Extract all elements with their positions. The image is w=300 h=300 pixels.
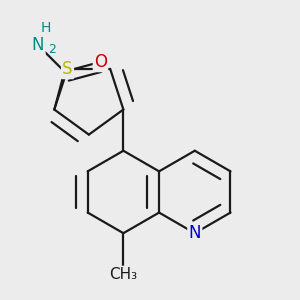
- Text: O: O: [94, 53, 107, 71]
- Text: 2: 2: [48, 43, 56, 56]
- Text: H: H: [41, 21, 51, 34]
- Text: N: N: [32, 36, 44, 54]
- Text: S: S: [62, 60, 73, 78]
- Text: N: N: [188, 224, 201, 242]
- Text: CH₃: CH₃: [109, 267, 137, 282]
